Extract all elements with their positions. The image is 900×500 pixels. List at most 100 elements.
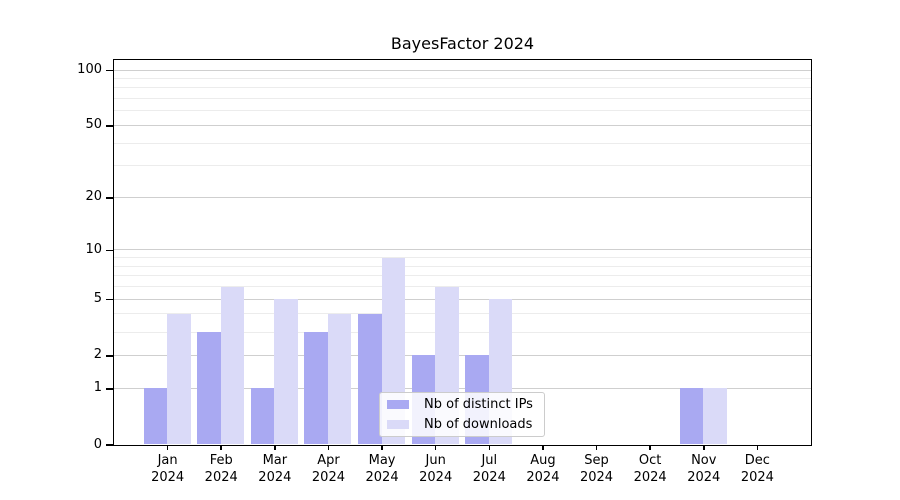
legend-swatch-downloads <box>387 420 409 429</box>
bar-ips-apr <box>304 332 328 445</box>
y-tick-label: 0 <box>93 436 102 452</box>
y-tick-mark <box>106 388 113 390</box>
bar-downloads-feb <box>220 286 245 445</box>
y-tick-label: 20 <box>85 189 102 205</box>
x-tick-mark <box>327 445 330 450</box>
y-tick-mark <box>106 197 113 199</box>
x-tick-mark <box>434 445 437 450</box>
x-tick-mark <box>703 445 705 450</box>
gridline-major <box>113 354 811 356</box>
month-label: Oct <box>638 453 662 468</box>
x-tick-label-jun: Jun 2024 <box>404 452 468 486</box>
x-tick-label-jan: Jan 2024 <box>136 452 200 486</box>
gridline-major <box>113 387 811 389</box>
month-label: Jun <box>425 453 446 468</box>
bar-downloads-mar <box>274 299 298 445</box>
year-label: 2024 <box>258 470 292 485</box>
year-label: 2024 <box>365 470 399 485</box>
x-tick-label-mar: Mar 2024 <box>243 452 307 486</box>
gridline-minor <box>113 331 811 333</box>
gridline-minor <box>113 98 811 100</box>
y-tick-mark <box>106 355 113 357</box>
x-tick-label-dec: Dec 2024 <box>725 452 789 486</box>
gridline-major <box>113 196 811 198</box>
y-tick-label: 10 <box>85 241 102 257</box>
legend-label-distinct-ips: Nb of distinct IPs <box>424 397 533 412</box>
bar-ips-mar <box>250 388 275 445</box>
month-label: Dec <box>744 453 770 468</box>
x-tick-mark <box>756 445 759 450</box>
legend-swatch-distinct-ips <box>387 400 409 409</box>
x-tick-label-nov: Nov 2024 <box>672 452 736 486</box>
month-label: Mar <box>262 453 288 468</box>
x-tick-label-apr: Apr 2024 <box>296 452 360 486</box>
gridline-minor <box>113 257 811 259</box>
x-tick-label-may: May 2024 <box>350 452 414 486</box>
month-label: May <box>368 453 396 468</box>
plot-area <box>112 58 812 446</box>
gridline-minor <box>113 165 811 167</box>
month-label: Nov <box>691 453 717 468</box>
gridline-minor <box>113 313 811 315</box>
y-tick-mark <box>106 69 113 72</box>
legend-item-downloads: Nb of downloads <box>380 415 544 435</box>
legend-label-downloads: Nb of downloads <box>424 417 533 432</box>
legend: Nb of distinct IPs Nb of downloads <box>379 392 545 437</box>
year-label: 2024 <box>579 470 614 485</box>
bar-downloads-nov <box>703 388 727 445</box>
bar-ips-feb <box>197 332 221 445</box>
x-tick-label-oct: Oct 2024 <box>618 452 682 486</box>
year-label: 2024 <box>740 470 774 485</box>
legend-item-distinct-ips: Nb of distinct IPs <box>380 395 544 415</box>
year-label: 2024 <box>526 470 560 485</box>
year-label: 2024 <box>204 470 238 485</box>
x-tick-mark <box>649 445 651 450</box>
bar-ips-jan <box>143 388 168 445</box>
bar-downloads-apr <box>327 313 352 445</box>
x-tick-label-jul: Jul 2024 <box>457 452 521 486</box>
y-tick-mark <box>106 249 113 252</box>
gridline-major <box>113 69 811 71</box>
month-label: Sep <box>584 453 609 468</box>
month-label: Aug <box>530 453 556 468</box>
year-label: 2024 <box>151 470 185 485</box>
x-tick-mark <box>166 445 169 450</box>
x-tick-mark <box>381 445 383 450</box>
x-tick-mark <box>488 445 491 450</box>
month-label: Feb <box>209 453 233 468</box>
y-tick-label: 2 <box>93 347 102 363</box>
bar-downloads-jan <box>167 313 191 445</box>
x-tick-label-sep: Sep 2024 <box>565 452 629 486</box>
y-tick-label: 50 <box>85 117 102 133</box>
gridline-minor <box>113 142 811 144</box>
chart-title: BayesFactor 2024 <box>390 34 535 53</box>
bar-ips-may <box>358 313 382 445</box>
x-tick-mark <box>274 445 276 450</box>
gridline-minor <box>113 110 811 112</box>
year-label: 2024 <box>633 470 667 485</box>
gridline-minor <box>113 275 811 277</box>
month-label: Apr <box>317 453 340 468</box>
year-label: 2024 <box>311 470 345 485</box>
y-tick-label: 100 <box>77 62 102 78</box>
x-tick-label-aug: Aug 2024 <box>511 452 575 486</box>
year-label: 2024 <box>687 470 721 485</box>
gridline-minor <box>113 265 811 267</box>
year-label: 2024 <box>419 470 453 485</box>
month-label: Jul <box>481 453 498 468</box>
y-tick-label: 5 <box>93 291 102 307</box>
y-tick-mark <box>106 298 113 301</box>
x-tick-mark <box>542 445 544 450</box>
y-tick-mark <box>106 444 113 446</box>
gridline-major <box>113 249 811 251</box>
gridline-major <box>113 298 811 300</box>
year-label: 2024 <box>472 470 506 485</box>
gridline-major <box>113 124 811 126</box>
gridline-minor <box>113 77 811 79</box>
y-tick-label: 1 <box>93 380 102 396</box>
y-tick-mark <box>106 125 113 127</box>
month-label: Jan <box>157 453 178 468</box>
bar-ips-nov <box>679 388 704 445</box>
x-tick-mark <box>220 445 222 450</box>
